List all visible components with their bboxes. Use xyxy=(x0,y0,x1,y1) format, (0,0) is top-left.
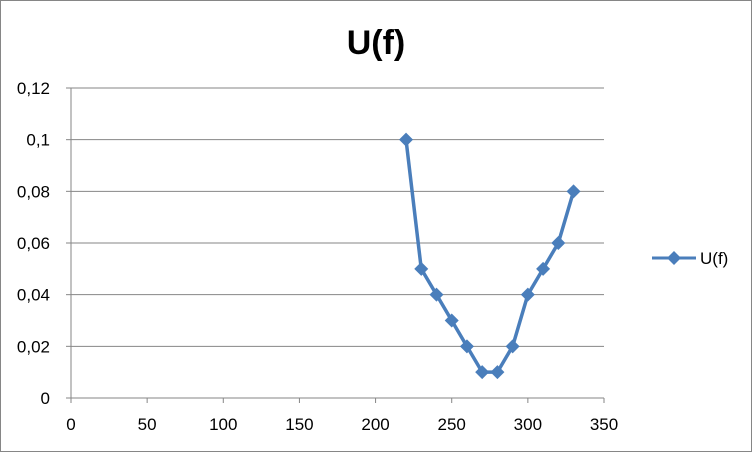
data-point-marker xyxy=(475,365,490,380)
x-tick-labels: 0 50 100 150 200 250 300 350 xyxy=(66,415,618,434)
data-point-marker xyxy=(399,132,414,147)
x-tick-label: 100 xyxy=(209,415,237,434)
y-tick-label: 0,06 xyxy=(17,234,50,253)
data-point-marker xyxy=(566,184,581,199)
data-point-marker xyxy=(551,236,566,250)
chart-title: U(f) xyxy=(347,24,406,62)
data-point-marker xyxy=(414,261,429,276)
data-point-marker xyxy=(520,287,535,302)
x-tick-label: 350 xyxy=(590,415,618,434)
series xyxy=(399,132,581,380)
x-tick-label: 200 xyxy=(361,415,389,434)
x-tick-label: 250 xyxy=(438,415,466,434)
y-tick-label: 0 xyxy=(41,389,50,408)
data-point-marker xyxy=(429,287,444,302)
legend-marker xyxy=(667,251,681,265)
legend: U(f) xyxy=(652,249,728,268)
data-point-marker xyxy=(444,313,459,328)
axes xyxy=(66,87,605,403)
y-tick-label: 0,12 xyxy=(17,79,50,98)
y-tick-label: 0,08 xyxy=(17,182,50,201)
y-tick-label: 0,04 xyxy=(17,286,50,305)
data-point-marker xyxy=(505,339,520,354)
y-tick-label: 0,1 xyxy=(26,131,50,150)
series-line xyxy=(404,137,576,374)
data-point-marker xyxy=(536,261,551,276)
data-point-marker xyxy=(459,339,474,354)
legend-label: U(f) xyxy=(700,249,728,268)
y-tick-label: 0,02 xyxy=(17,337,50,356)
x-tick-label: 50 xyxy=(138,415,157,434)
x-tick-label: 150 xyxy=(285,415,313,434)
x-tick-label: 0 xyxy=(66,415,75,434)
x-tick-label: 300 xyxy=(514,415,542,434)
y-tick-labels: 0 0,02 0,04 0,06 0,08 0,1 0,12 xyxy=(17,79,50,408)
data-point-marker xyxy=(490,365,505,380)
